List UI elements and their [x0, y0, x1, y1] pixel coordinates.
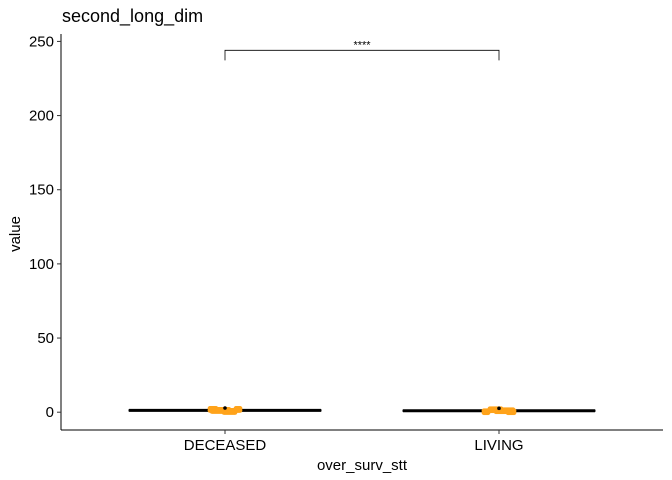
outlier-point — [223, 406, 227, 410]
data-point — [215, 407, 221, 412]
axes — [60, 34, 663, 431]
data-point — [493, 409, 499, 415]
y-axis-title: value — [7, 216, 24, 252]
y-tick-label: 250 — [29, 33, 54, 50]
y-tick-label: 0 — [46, 404, 54, 421]
significance-label: **** — [353, 39, 371, 51]
box-living — [402, 406, 596, 416]
x-axis-ticks: DECEASED LIVING — [184, 430, 524, 454]
x-tick-label: DECEASED — [184, 437, 267, 454]
data-point — [505, 410, 511, 416]
chart-title: second_long_dim — [62, 6, 203, 27]
data-point — [221, 410, 227, 415]
data-point — [487, 406, 493, 412]
y-tick-label: 50 — [37, 330, 54, 347]
significance-bracket: **** — [224, 39, 500, 61]
data-point — [499, 407, 505, 413]
bracket-line — [224, 49, 500, 61]
outlier-point — [497, 406, 501, 411]
data-point — [481, 408, 487, 414]
data-point — [511, 408, 517, 414]
y-tick-label: 100 — [29, 256, 54, 273]
box-deceased — [128, 406, 322, 415]
y-axis-ticks: 0 50 100 150 200 250 — [29, 33, 61, 421]
x-tick-label: LIVING — [474, 437, 523, 454]
chart-marks — [128, 406, 596, 416]
y-tick-label: 150 — [29, 182, 54, 199]
y-tick-label: 200 — [29, 108, 54, 125]
data-point — [209, 409, 215, 414]
data-point — [233, 406, 239, 411]
data-point — [227, 408, 233, 413]
x-axis-title: over_surv_stt — [317, 457, 408, 474]
